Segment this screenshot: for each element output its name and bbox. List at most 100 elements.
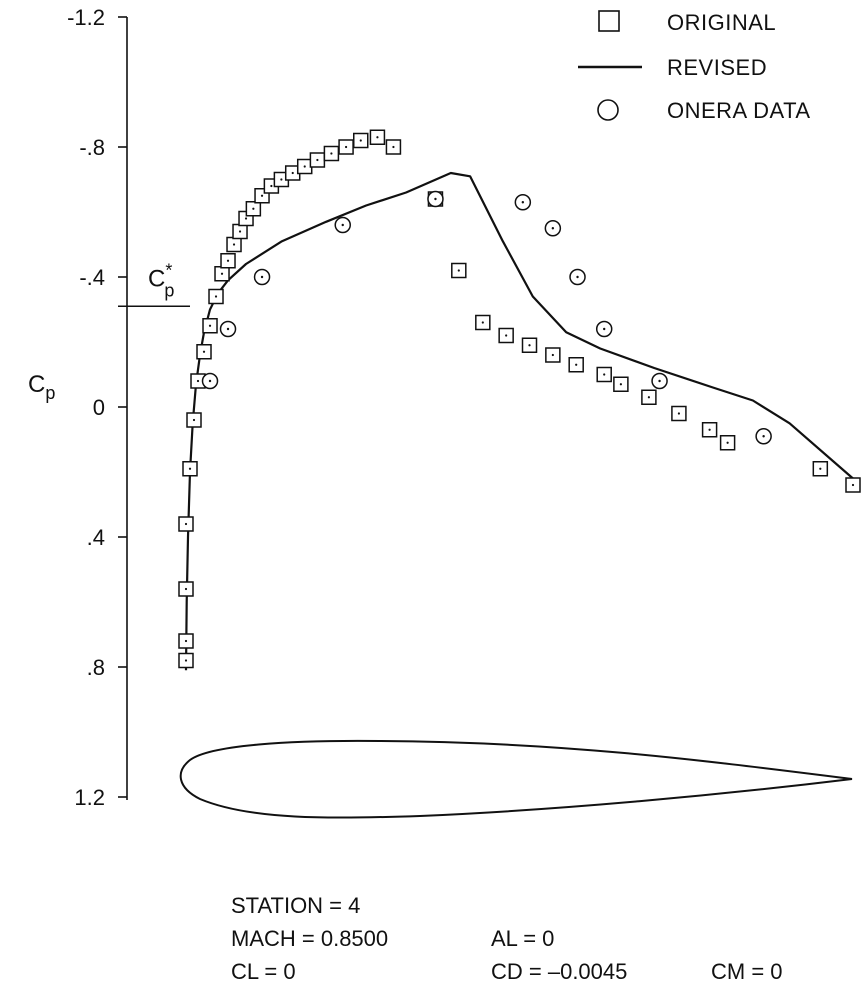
series-revised-line <box>184 171 854 671</box>
cp-star-sup: * <box>165 260 172 280</box>
original-point <box>182 461 198 477</box>
original-center-dot <box>359 139 362 142</box>
original-center-dot <box>505 334 508 337</box>
onera-point <box>219 320 237 338</box>
original-center-dot <box>303 165 306 168</box>
original-center-dot <box>184 522 188 526</box>
cp-star-main: C <box>148 265 165 292</box>
original-point <box>353 132 369 149</box>
original-point <box>338 139 354 155</box>
legend-original-label: ORIGINAL <box>667 10 776 35</box>
onera-center-dot <box>260 275 264 279</box>
original-center-dot <box>647 396 650 399</box>
original-center-dot <box>232 243 236 246</box>
original-center-dot <box>481 321 484 324</box>
onera-center-dot <box>434 197 437 201</box>
original-point <box>521 337 538 353</box>
original-point <box>186 412 202 428</box>
y-ticks: -1.2 -.8 -.4 0 .4 .8 1.2 <box>67 5 127 810</box>
y-tick-label: -1.2 <box>67 5 105 30</box>
original-center-dot <box>575 363 578 366</box>
y-tick-label: 1.2 <box>74 785 105 810</box>
original-center-dot <box>619 383 622 386</box>
original-center-dot <box>260 194 264 197</box>
cp-star-sub: p <box>164 280 174 300</box>
onera-center-dot <box>341 223 344 227</box>
original-point <box>178 633 194 649</box>
original-center-dot <box>208 324 212 327</box>
original-center-dot <box>551 353 554 357</box>
onera-center-dot <box>658 379 661 383</box>
original-center-dot <box>202 350 206 353</box>
info-cl: CL = 0 <box>231 959 296 984</box>
original-point <box>178 516 194 532</box>
y-tick-label: 0 <box>93 395 105 420</box>
original-point <box>812 461 829 477</box>
info-mach: MACH = 0.8500 <box>231 926 389 951</box>
original-point <box>475 314 491 331</box>
original-center-dot <box>330 152 333 155</box>
original-center-dot <box>226 259 230 262</box>
original-center-dot <box>184 659 188 662</box>
original-center-dot <box>220 272 224 275</box>
onera-center-dot <box>576 275 579 279</box>
original-point <box>498 327 514 344</box>
original-center-dot <box>214 295 218 298</box>
original-point <box>309 152 326 168</box>
original-center-dot <box>291 171 294 175</box>
info-al: AL = 0 <box>491 926 555 951</box>
original-point <box>220 253 236 269</box>
y-tick-label: .4 <box>87 525 105 550</box>
original-point <box>641 389 657 405</box>
series-original-points <box>178 129 861 669</box>
original-point <box>214 266 230 282</box>
original-center-dot <box>188 467 192 470</box>
original-point <box>226 236 242 253</box>
onera-center-dot <box>521 201 525 204</box>
original-point <box>719 435 736 451</box>
y-tick-label: -.8 <box>79 135 105 160</box>
y-axis-title: Cp <box>28 371 55 403</box>
onera-point <box>201 372 219 390</box>
original-center-dot <box>196 379 200 383</box>
original-point <box>208 288 224 305</box>
onera-center-dot <box>226 327 230 331</box>
original-center-dot <box>376 136 379 139</box>
onera-point <box>253 268 271 286</box>
original-point <box>845 477 861 493</box>
y-tick-label: -.4 <box>79 265 105 290</box>
original-point <box>296 158 313 175</box>
original-center-dot <box>184 587 188 591</box>
info-cm: CM = 0 <box>711 959 783 984</box>
onera-center-dot <box>762 435 765 438</box>
legend-onera-label: ONERA DATA <box>667 98 811 123</box>
original-point <box>613 376 629 392</box>
onera-center-dot <box>551 227 555 230</box>
original-center-dot <box>528 344 531 347</box>
legend-onera-marker <box>597 99 619 121</box>
legend-revised-label: REVISED <box>667 55 767 80</box>
original-point <box>323 145 340 162</box>
original-point <box>701 422 718 438</box>
original-center-dot <box>851 483 855 487</box>
original-point <box>545 347 561 363</box>
onera-point <box>569 268 586 286</box>
original-center-dot <box>184 639 188 643</box>
original-center-dot <box>677 412 681 415</box>
info-station: STATION = 4 <box>231 893 361 918</box>
original-center-dot <box>344 145 348 149</box>
original-center-dot <box>280 178 283 181</box>
onera-point <box>755 428 772 445</box>
airfoil-outline <box>179 739 853 819</box>
original-center-dot <box>819 467 822 470</box>
original-point <box>245 201 262 217</box>
onera-point <box>514 194 532 211</box>
original-point <box>178 581 194 597</box>
onera-point <box>595 320 613 338</box>
original-center-dot <box>252 207 255 210</box>
original-point <box>202 318 218 334</box>
original-point <box>178 652 194 669</box>
y-axis-title-sub: p <box>45 383 55 403</box>
onera-center-dot <box>603 327 606 331</box>
